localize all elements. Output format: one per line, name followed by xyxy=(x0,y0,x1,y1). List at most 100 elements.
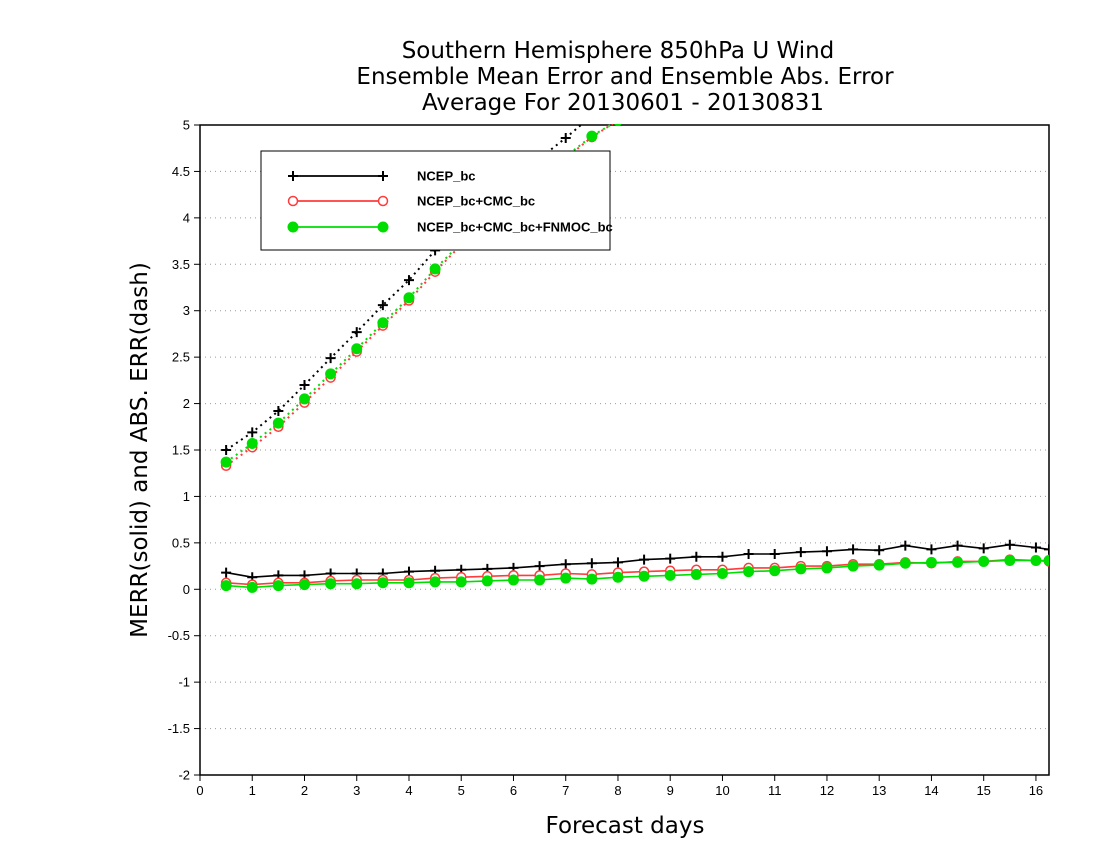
x-tick-label: 5 xyxy=(458,783,465,798)
abs-error-point xyxy=(586,130,598,142)
x-tick-label: 0 xyxy=(196,783,203,798)
title-line-1: Southern Hemisphere 850hPa U Wind xyxy=(402,38,835,64)
mean-error-point xyxy=(847,560,859,572)
mean-error-point xyxy=(272,580,284,592)
legend-entry-1: NCEP_bc+CMC_bc xyxy=(287,194,535,209)
mean-error-point xyxy=(534,561,545,572)
x-tick-label: 4 xyxy=(405,783,412,798)
mean-error-point xyxy=(848,544,859,555)
y-tick-label: 1 xyxy=(183,489,190,504)
series-0 xyxy=(221,124,1049,583)
abs-error-point xyxy=(614,124,622,126)
grid xyxy=(200,170,1049,730)
x-tick-label: 7 xyxy=(562,783,569,798)
legend-marker xyxy=(287,195,299,207)
mean-error-point xyxy=(325,578,337,590)
mean-error-point xyxy=(795,547,806,558)
y-tick-label: 0 xyxy=(183,582,190,597)
abs-error-point xyxy=(377,317,389,329)
abs-error-line xyxy=(225,124,614,463)
mean-error-point xyxy=(821,562,833,574)
y-tick-label: 5 xyxy=(183,118,190,133)
abs-error-point xyxy=(298,393,310,405)
mean-error-point xyxy=(429,576,441,588)
mean-error-point xyxy=(952,540,963,551)
y-tick-label: 4.5 xyxy=(172,164,190,179)
mean-error-point xyxy=(926,544,937,555)
mean-error-point xyxy=(246,581,258,593)
mean-error-point xyxy=(743,549,754,559)
legend-marker xyxy=(288,171,298,181)
legend-label: NCEP_bc xyxy=(417,169,476,184)
mean-error-point xyxy=(220,580,232,592)
mean-error-point xyxy=(978,543,989,554)
x-tick-label: 2 xyxy=(301,783,308,798)
mean-error-point xyxy=(743,566,755,578)
mean-error-point xyxy=(874,545,885,556)
series-layer xyxy=(220,124,1049,593)
mean-error-point xyxy=(560,572,572,584)
abs-error-point xyxy=(351,327,362,338)
x-tick-label: 13 xyxy=(872,783,886,798)
legend-label: NCEP_bc+CMC_bc xyxy=(417,194,535,209)
x-tick-label: 11 xyxy=(768,783,782,798)
x-tick-label: 16 xyxy=(1029,783,1043,798)
title-line-3: Average For 20130601 - 20130831 xyxy=(422,90,824,116)
mean-error-point xyxy=(221,567,232,578)
mean-error-point xyxy=(664,569,676,581)
abs-error-point xyxy=(325,353,336,364)
x-tick-label: 6 xyxy=(510,783,517,798)
x-tick-label: 1 xyxy=(249,783,256,798)
abs-error-point xyxy=(273,406,284,416)
abs-error-point xyxy=(429,263,441,275)
mean-error-point xyxy=(638,570,650,582)
legend-entry-2: NCEP_bc+CMC_bc+FNMOC_bc xyxy=(287,220,613,235)
mean-error-point xyxy=(952,556,964,568)
y-tick-label: 0.5 xyxy=(172,535,190,550)
mean-error-point xyxy=(639,554,650,565)
legend-label: NCEP_bc+CMC_bc+FNMOC_bc xyxy=(417,220,613,235)
abs-error-point xyxy=(247,427,258,438)
mean-error-point xyxy=(925,556,937,568)
abs-error-point xyxy=(325,368,337,380)
abs-error-point xyxy=(613,124,623,126)
title-line-2: Ensemble Mean Error and Ensemble Abs. Er… xyxy=(356,64,894,90)
y-tick-label: 1.5 xyxy=(172,443,190,458)
mean-error-point xyxy=(691,551,702,562)
abs-error-point xyxy=(220,456,232,468)
y-tick-label: 3.5 xyxy=(172,257,190,272)
mean-error-point xyxy=(403,577,415,589)
y-tick-label: -1.5 xyxy=(168,721,190,736)
mean-error-point xyxy=(377,577,389,589)
mean-error-point xyxy=(899,557,911,569)
abs-error-point xyxy=(403,292,415,304)
mean-error-point xyxy=(1030,555,1042,566)
mean-error-point xyxy=(586,558,597,569)
mean-error-point xyxy=(1004,555,1016,566)
abs-error-point xyxy=(351,343,363,355)
mean-error-point xyxy=(769,549,780,559)
mean-error-point xyxy=(612,571,624,583)
legend-marker xyxy=(287,221,299,233)
x-tick-label: 3 xyxy=(353,783,360,798)
abs-error-point xyxy=(299,380,310,390)
abs-error-point xyxy=(272,417,284,429)
legend-entry-0: NCEP_bc xyxy=(288,169,476,184)
x-tick-label: 8 xyxy=(614,783,621,798)
legend-marker xyxy=(378,171,388,181)
y-tick-label: 2.5 xyxy=(172,350,190,365)
mean-error-point xyxy=(1043,555,1049,566)
abs-error-point xyxy=(560,133,571,143)
abs-error-line xyxy=(225,124,584,451)
mean-error-point xyxy=(560,559,571,570)
mean-error-point xyxy=(612,557,623,568)
mean-error-point xyxy=(351,578,363,590)
mean-error-point xyxy=(978,555,990,567)
mean-error-point xyxy=(298,579,310,591)
x-tick-label: 10 xyxy=(715,783,729,798)
legend: NCEP_bc NCEP_bc+CMC_bc NCEP_bc+CMC_bc+FNMO… xyxy=(260,150,613,251)
abs-error-point xyxy=(403,275,414,286)
mean-error-point xyxy=(586,573,598,585)
mean-error-point xyxy=(455,576,467,588)
